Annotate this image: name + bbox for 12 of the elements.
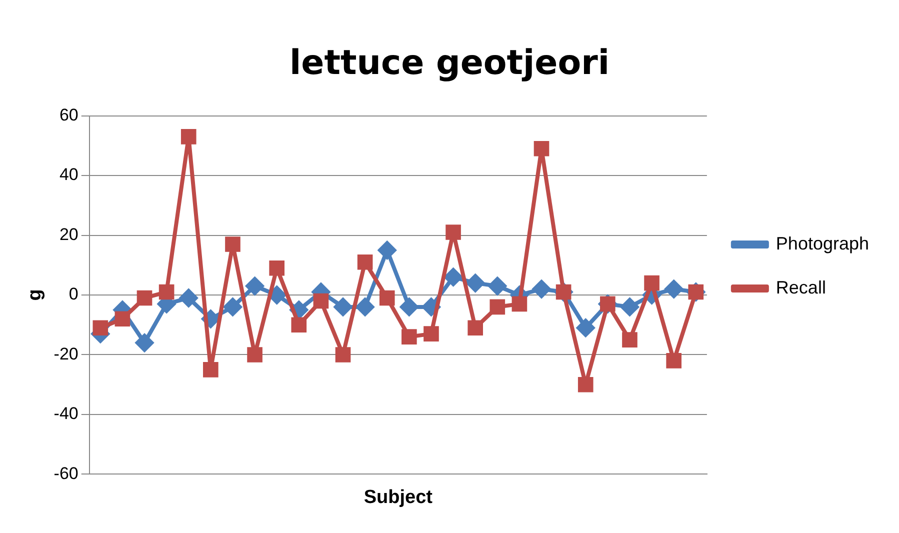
y-axis-title: g — [24, 289, 46, 301]
chart-title: lettuce geotjeori — [290, 43, 610, 84]
y-tick-label: -20 — [54, 344, 78, 364]
y-tick-label: -60 — [54, 464, 78, 483]
y-tick-label: 0 — [68, 284, 78, 304]
legend-label: Photograph — [776, 233, 869, 254]
x-axis-title: Subject — [364, 486, 434, 508]
y-tick-label: 60 — [59, 105, 78, 124]
y-tick-label: -40 — [54, 404, 78, 424]
legend-label: Recall — [776, 277, 826, 298]
y-tick-label: 20 — [59, 224, 78, 244]
y-tick-label: 40 — [59, 165, 78, 184]
